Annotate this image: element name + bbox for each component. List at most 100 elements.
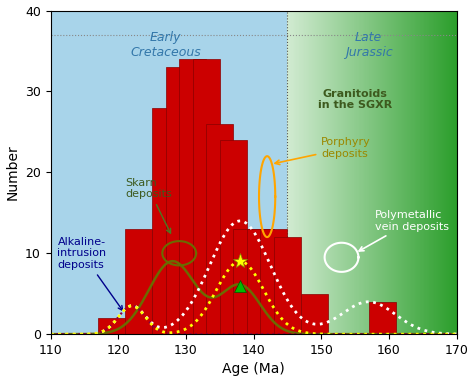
Bar	[363, 11, 364, 334]
Bar	[385, 11, 386, 334]
Bar	[393, 11, 394, 334]
Bar	[399, 11, 400, 334]
Bar	[383, 11, 384, 334]
Bar	[405, 11, 406, 334]
Bar	[452, 11, 453, 334]
Bar	[369, 302, 396, 334]
Bar	[425, 11, 426, 334]
Bar	[321, 11, 322, 334]
Bar	[416, 11, 417, 334]
Bar	[325, 11, 326, 334]
Bar	[403, 11, 404, 334]
Bar	[374, 11, 375, 334]
Bar	[339, 11, 340, 334]
Bar	[455, 11, 456, 334]
Bar	[344, 11, 345, 334]
Bar	[301, 294, 328, 334]
Bar	[362, 11, 363, 334]
Bar	[247, 229, 274, 334]
Bar	[438, 11, 439, 334]
Bar	[378, 11, 379, 334]
Bar	[297, 11, 298, 334]
Bar	[395, 11, 396, 334]
Bar	[381, 11, 382, 334]
Bar	[346, 11, 347, 334]
Bar	[152, 108, 179, 334]
Bar	[304, 11, 305, 334]
Bar	[357, 11, 358, 334]
Bar	[309, 11, 310, 334]
Bar	[288, 11, 289, 334]
Bar	[397, 11, 398, 334]
Bar	[322, 11, 323, 334]
Bar	[396, 11, 397, 334]
Bar	[233, 229, 260, 334]
Bar	[361, 11, 362, 334]
Bar	[347, 11, 348, 334]
Bar	[166, 67, 193, 334]
Bar	[408, 11, 409, 334]
Bar	[193, 59, 220, 334]
Bar	[358, 11, 359, 334]
Bar	[335, 11, 336, 334]
Bar	[417, 11, 418, 334]
Bar	[380, 11, 381, 334]
Bar	[305, 11, 306, 334]
Bar	[311, 11, 312, 334]
Bar	[352, 11, 353, 334]
Bar	[340, 11, 341, 334]
Bar	[345, 11, 346, 334]
Bar	[298, 11, 299, 334]
Bar	[400, 11, 401, 334]
Bar	[308, 11, 309, 334]
Bar	[388, 11, 389, 334]
Bar	[319, 11, 320, 334]
Bar	[295, 11, 296, 334]
Bar	[423, 11, 424, 334]
Bar	[392, 11, 393, 334]
Bar	[302, 11, 303, 334]
Text: Alkaline-
intrusion
deposits: Alkaline- intrusion deposits	[57, 237, 123, 311]
Text: Granitoids
in the SGXR: Granitoids in the SGXR	[318, 89, 392, 110]
Bar	[317, 11, 318, 334]
Bar	[367, 11, 368, 334]
Bar	[324, 11, 325, 334]
Bar	[354, 11, 355, 334]
Bar	[314, 11, 315, 334]
Bar	[312, 11, 313, 334]
Bar	[348, 11, 349, 334]
Bar	[433, 11, 434, 334]
Bar	[386, 11, 387, 334]
Bar	[443, 11, 444, 334]
Bar	[451, 11, 452, 334]
Bar	[430, 11, 431, 334]
Bar	[376, 11, 377, 334]
Bar	[434, 11, 435, 334]
Bar	[428, 11, 429, 334]
Text: Porphyry
deposits: Porphyry deposits	[275, 137, 371, 165]
Bar	[426, 11, 427, 334]
Bar	[98, 318, 125, 334]
Bar	[356, 11, 357, 334]
Bar	[394, 11, 395, 334]
Bar	[449, 11, 450, 334]
Text: Late
Jurassic: Late Jurassic	[345, 31, 392, 59]
Bar	[410, 11, 411, 334]
Bar	[336, 11, 337, 334]
Bar	[427, 11, 428, 334]
Bar	[331, 11, 332, 334]
Bar	[125, 229, 152, 334]
Bar	[303, 11, 304, 334]
Bar	[441, 11, 442, 334]
Bar	[440, 11, 441, 334]
Bar	[435, 11, 436, 334]
Bar	[338, 11, 339, 334]
Bar	[315, 11, 316, 334]
Bar	[355, 11, 356, 334]
Bar	[326, 11, 327, 334]
Bar	[415, 11, 416, 334]
Bar	[294, 11, 295, 334]
Bar	[414, 11, 415, 334]
Bar	[206, 124, 233, 334]
Bar	[179, 59, 206, 334]
